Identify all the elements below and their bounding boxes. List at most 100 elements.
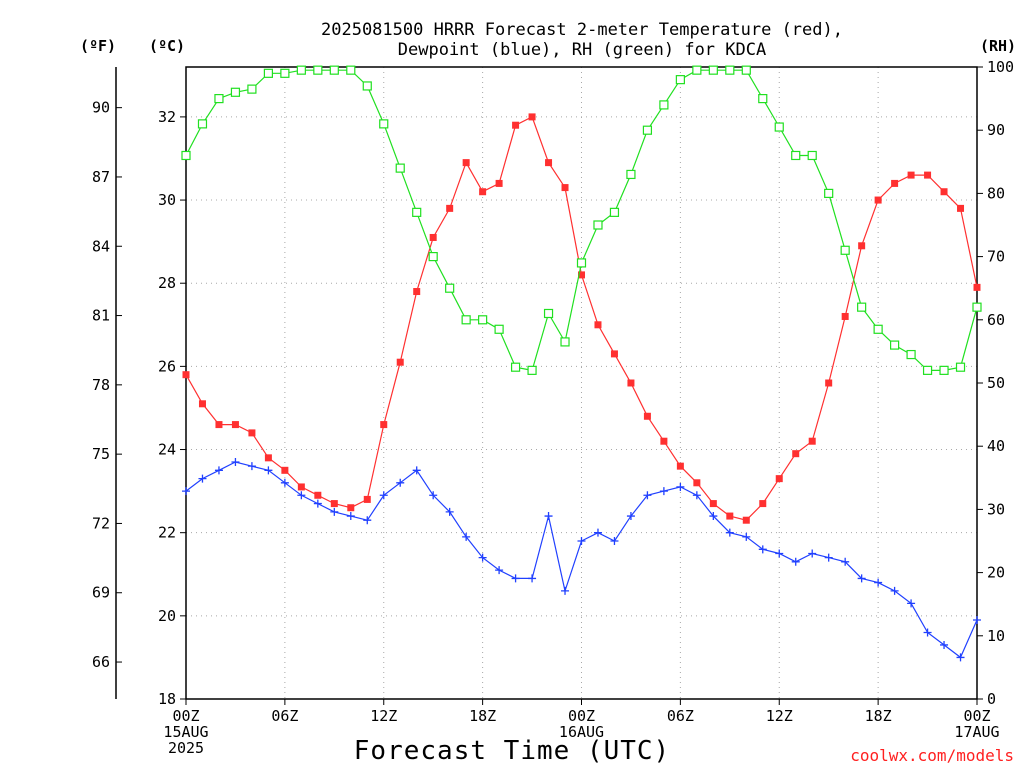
dewpoint-point [330, 507, 339, 516]
temperature-point [973, 283, 981, 291]
temperature-point [610, 350, 618, 358]
rh-point [906, 349, 916, 360]
rh-point [329, 65, 339, 75]
rh-point [692, 65, 702, 75]
temperature-point [742, 516, 750, 524]
rh-point [494, 324, 504, 334]
temperature-point [429, 233, 437, 241]
rh-point [725, 65, 735, 75]
dewpoint-point [907, 599, 916, 608]
dewpoint-point [643, 491, 652, 500]
temperature-point [446, 204, 454, 212]
x-tick-label: 06Z [667, 707, 694, 725]
temperature-point [759, 500, 767, 508]
celsius-tick-label: 30 [158, 191, 176, 209]
dewpoint-point [857, 574, 866, 583]
rh-point [230, 87, 241, 97]
dewpoint-point [379, 491, 388, 500]
temperature-point [891, 179, 899, 187]
dewpoint-point [247, 462, 256, 471]
temperature-point [512, 121, 520, 129]
rh-point [708, 65, 718, 75]
dewpoint-point [923, 628, 932, 637]
x-tick-label: 00Z [172, 707, 199, 725]
rh-point [955, 362, 966, 372]
rh-point [873, 324, 883, 334]
rh-tick-label: 0 [987, 690, 996, 708]
temperature-point [660, 437, 668, 445]
rh-point [510, 362, 521, 372]
dewpoint-point [841, 557, 850, 566]
x-tick-label: 2025 [168, 739, 204, 757]
rh-point [609, 207, 620, 217]
dewpoint-line [185, 461, 978, 659]
temperature-point [726, 512, 734, 520]
temperature-point [924, 171, 932, 179]
rh-point [197, 119, 208, 129]
dewpoint-point [429, 491, 438, 500]
rh-point [758, 93, 768, 104]
rh-point [379, 119, 389, 129]
rh-point [412, 207, 422, 217]
temperature-point [594, 321, 602, 329]
rh-point [939, 365, 949, 375]
temperature-point [314, 491, 322, 499]
rh-tick-label: 70 [987, 248, 1005, 266]
temperature-point [693, 479, 701, 487]
chart-title-line1: 2025081500 HRRR Forecast 2-meter Tempera… [321, 20, 843, 40]
dewpoint-point [396, 478, 405, 487]
temperature-point [627, 379, 635, 387]
chart-title-line2: Dewpoint (blue), RH (green) for KDCA [398, 40, 766, 60]
fahrenheit-tick-label: 78 [92, 376, 110, 394]
rh-point [972, 302, 982, 312]
dewpoint-point [709, 512, 718, 521]
rh-tick-label: 30 [987, 500, 1005, 518]
celsius-tick-label: 18 [158, 690, 176, 708]
dewpoint-point [280, 478, 289, 487]
temperature-point [792, 450, 800, 458]
rh-line [185, 69, 978, 372]
temperature-point [643, 412, 651, 420]
dewpoint-point [511, 574, 520, 583]
rh-tick-label: 50 [987, 374, 1005, 392]
celsius-tick-label: 26 [158, 357, 176, 375]
celsius-tick-label: 22 [158, 524, 176, 542]
dewpoint-point [610, 537, 619, 545]
dewpoint-point [412, 466, 421, 475]
dewpoint-point [561, 586, 570, 595]
dewpoint-point [956, 653, 965, 662]
fahrenheit-tick-label: 69 [92, 584, 110, 602]
fahrenheit-tick-label: 84 [92, 237, 110, 255]
rh-point [593, 220, 603, 230]
dewpoint-point [824, 553, 833, 562]
rh-point [576, 258, 587, 268]
dewpoint-point [758, 545, 767, 554]
rh-point [675, 75, 685, 85]
dewpoint-point [528, 574, 537, 583]
temperature-point [347, 504, 355, 512]
rh-tick-label: 10 [987, 627, 1005, 645]
fahrenheit-tick-label: 75 [92, 445, 110, 463]
dewpoint-point [692, 491, 701, 500]
rh-point [478, 315, 488, 325]
temperature-point [825, 379, 833, 387]
dewpoint-point [462, 532, 471, 541]
x-tick-label: 06Z [271, 707, 298, 725]
rh-point [741, 65, 751, 75]
rh-point [346, 65, 356, 75]
rh-point [857, 302, 867, 312]
dewpoint-point [593, 528, 602, 537]
dewpoint-point [182, 487, 190, 496]
temperature-point [874, 196, 882, 204]
x-tick-label: 15AUG [163, 723, 208, 741]
temperature-point [297, 483, 305, 491]
rh-point [280, 68, 290, 78]
temperature-point [231, 421, 239, 429]
dewpoint-point [626, 512, 635, 521]
temperature-point [775, 475, 783, 483]
rh-point [527, 365, 537, 375]
fahrenheit-tick-label: 72 [92, 514, 110, 532]
dewpoint-point [577, 537, 586, 545]
